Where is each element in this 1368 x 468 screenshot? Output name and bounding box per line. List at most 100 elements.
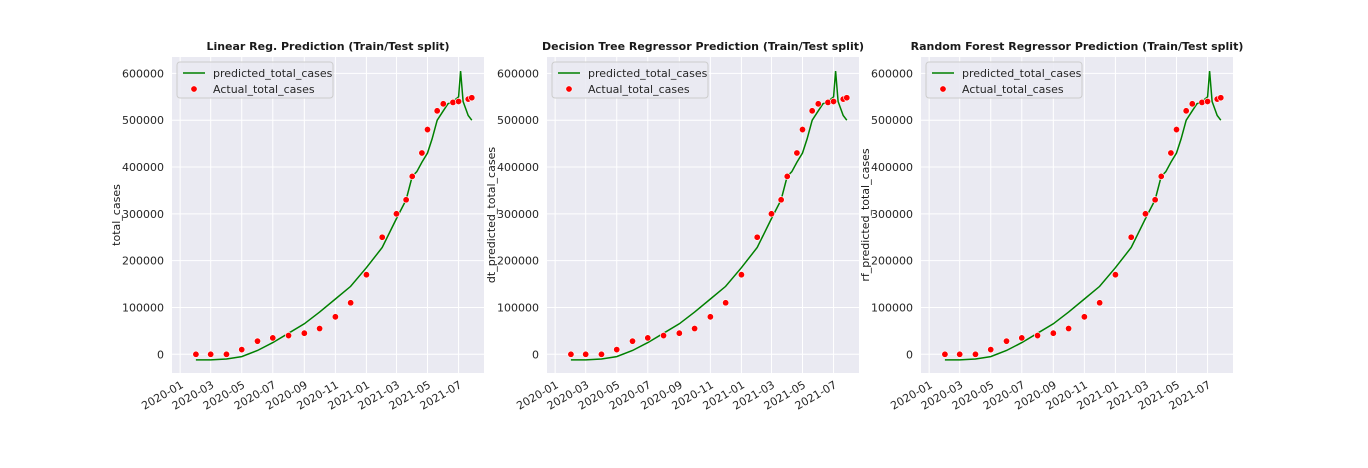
data-point-actual: [971, 350, 979, 358]
y-tick-label: 400000: [497, 161, 539, 174]
data-point-actual: [1065, 325, 1073, 333]
data-point-actual: [799, 126, 807, 134]
data-point-actual: [753, 233, 761, 241]
chart-title: Linear Reg. Prediction (Train/Test split…: [206, 40, 449, 53]
data-point-actual: [1080, 313, 1088, 321]
legend-marker-swatch: [939, 85, 947, 93]
data-point-actual: [808, 107, 816, 115]
data-point-actual: [439, 100, 447, 108]
legend-marker-swatch: [190, 85, 198, 93]
y-axis-label: dt_predicted_total_cases: [485, 147, 498, 283]
data-point-actual: [222, 350, 230, 358]
data-point-actual: [300, 329, 308, 337]
data-point-actual: [378, 233, 386, 241]
data-point-actual: [644, 334, 652, 342]
legend-box: [176, 61, 334, 99]
y-tick-label: 200000: [497, 255, 539, 268]
data-point-actual: [722, 299, 730, 307]
plot-area: [547, 57, 859, 373]
data-point-actual: [629, 337, 637, 345]
data-point-actual: [767, 210, 775, 218]
y-tick-label: 400000: [871, 161, 913, 174]
y-tick-label: 400000: [122, 161, 164, 174]
data-point-actual: [777, 196, 785, 204]
chart-title: Decision Tree Regressor Prediction (Trai…: [542, 40, 864, 53]
data-point-actual: [269, 334, 277, 342]
data-point-actual: [468, 94, 476, 102]
y-tick-label: 600000: [122, 67, 164, 80]
data-point-actual: [1049, 329, 1057, 337]
data-point-actual: [1111, 271, 1119, 279]
data-point-actual: [1127, 233, 1135, 241]
data-point-actual: [238, 346, 246, 354]
data-point-actual: [941, 350, 949, 358]
data-point-actual: [418, 149, 426, 157]
y-tick-label: 200000: [122, 255, 164, 268]
data-point-actual: [1096, 299, 1104, 307]
data-point-actual: [737, 271, 745, 279]
y-tick-label: 500000: [497, 114, 539, 127]
data-point-actual: [660, 332, 668, 340]
y-tick-label: 0: [532, 348, 539, 361]
data-point-actual: [402, 196, 410, 204]
y-tick-label: 600000: [497, 67, 539, 80]
data-point-actual: [582, 350, 590, 358]
data-point-actual: [362, 271, 370, 279]
data-point-actual: [987, 346, 995, 354]
y-tick-label: 0: [906, 348, 913, 361]
chart-panel-3: 0100000200000300000400000500000600000202…: [859, 40, 1243, 413]
legend-entry: predicted_total_cases: [962, 67, 1082, 80]
data-point-actual: [1188, 100, 1196, 108]
legend-marker-swatch: [565, 85, 573, 93]
legend-entry: Actual_total_cases: [962, 83, 1064, 96]
chart-panel-2: 0100000200000300000400000500000600000202…: [485, 40, 864, 413]
data-point-actual: [1204, 97, 1212, 105]
data-point-actual: [392, 210, 400, 218]
data-point-actual: [424, 126, 432, 134]
data-point-actual: [1167, 149, 1175, 157]
data-point-actual: [408, 172, 416, 180]
data-point-actual: [830, 97, 838, 105]
y-axis-label: rf_predicted_total_cases: [859, 148, 872, 282]
data-point-actual: [706, 313, 714, 321]
y-tick-label: 100000: [871, 301, 913, 314]
y-tick-label: 300000: [122, 208, 164, 221]
legend-box: [925, 61, 1083, 99]
data-point-actual: [567, 350, 575, 358]
data-point-actual: [675, 329, 683, 337]
plot-area: [921, 57, 1233, 373]
y-tick-label: 300000: [871, 208, 913, 221]
data-point-actual: [793, 149, 801, 157]
chart-title: Random Forest Regressor Prediction (Trai…: [911, 40, 1244, 53]
data-point-actual: [1151, 196, 1159, 204]
data-point-actual: [1182, 107, 1190, 115]
data-point-actual: [433, 107, 441, 115]
data-point-actual: [347, 299, 355, 307]
data-point-actual: [814, 100, 822, 108]
y-tick-label: 500000: [122, 114, 164, 127]
legend-entry: predicted_total_cases: [588, 67, 708, 80]
data-point-actual: [1141, 210, 1149, 218]
y-tick-label: 200000: [871, 255, 913, 268]
y-tick-label: 600000: [871, 67, 913, 80]
data-point-actual: [285, 332, 293, 340]
legend-entry: Actual_total_cases: [588, 83, 690, 96]
data-point-actual: [783, 172, 791, 180]
data-point-actual: [1003, 337, 1011, 345]
y-axis-label: total_cases: [110, 184, 123, 246]
data-point-actual: [1217, 94, 1225, 102]
data-point-actual: [1034, 332, 1042, 340]
data-point-actual: [316, 325, 324, 333]
data-point-actual: [1018, 334, 1026, 342]
data-point-actual: [192, 350, 200, 358]
y-tick-label: 300000: [497, 208, 539, 221]
y-tick-label: 0: [157, 348, 164, 361]
data-point-actual: [207, 350, 215, 358]
chart-panel-1: 0100000200000300000400000500000600000202…: [110, 40, 484, 413]
data-point-actual: [1173, 126, 1181, 134]
y-tick-label: 100000: [122, 301, 164, 314]
data-point-actual: [956, 350, 964, 358]
legend-entry: predicted_total_cases: [213, 67, 333, 80]
data-point-actual: [691, 325, 699, 333]
